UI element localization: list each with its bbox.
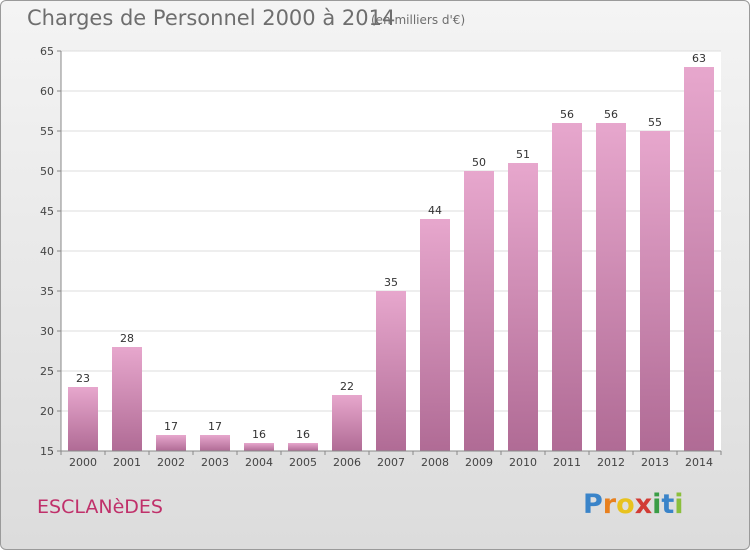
- x-tick-label: 2010: [509, 456, 537, 469]
- x-tick-label: 2007: [377, 456, 405, 469]
- logo-letter: i: [674, 489, 684, 520]
- bar-2000: [68, 387, 98, 451]
- logo-letter: t: [661, 489, 675, 520]
- data-label: 50: [472, 156, 486, 169]
- bar-2004: [244, 443, 274, 451]
- data-label: 56: [560, 108, 574, 121]
- logo-letter: x: [634, 489, 653, 520]
- logo-letter: r: [602, 489, 617, 520]
- chart-subtitle: (en milliers d'€): [371, 13, 466, 27]
- y-tick-label: 40: [40, 245, 54, 258]
- y-tick-label: 65: [40, 45, 54, 58]
- bar-2013: [640, 131, 670, 451]
- x-tick-label: 2013: [641, 456, 669, 469]
- x-tick-label: 2009: [465, 456, 493, 469]
- y-tick-label: 20: [40, 405, 54, 418]
- x-tick-label: 2000: [69, 456, 97, 469]
- bar-2002: [156, 435, 186, 451]
- x-tick-label: 2014: [685, 456, 713, 469]
- y-axis: 15 20 25 30 35 40 45 50 55 60 65: [40, 45, 62, 458]
- data-label: 51: [516, 148, 530, 161]
- x-axis: 2000 2001 2002 2003 2004 2005 2006 2007 2008 2009…: [60, 450, 722, 469]
- bar-2001: [112, 347, 142, 451]
- y-tick-label: 30: [40, 325, 54, 338]
- data-labels: 23 28 17 17 16 16 22 35 44 50 51 56 56 55 63: [76, 52, 706, 441]
- y-tick-label: 50: [40, 165, 54, 178]
- x-tick-label: 2003: [201, 456, 229, 469]
- data-label: 56: [604, 108, 618, 121]
- chart-title: Charges de Personnel 2000 à 2014: [27, 6, 396, 30]
- logo-letter: P: [583, 489, 603, 520]
- data-label: 17: [164, 420, 178, 433]
- data-label: 22: [340, 380, 354, 393]
- y-tick-label: 45: [40, 205, 54, 218]
- data-label: 55: [648, 116, 662, 129]
- logo-letter: o: [616, 489, 635, 520]
- bar-2005: [288, 443, 318, 451]
- bar-2006: [332, 395, 362, 451]
- y-tick-label: 35: [40, 285, 54, 298]
- data-label: 16: [252, 428, 266, 441]
- bar-2009: [464, 171, 494, 451]
- x-tick-label: 2004: [245, 456, 273, 469]
- bars: [68, 67, 714, 451]
- data-label: 63: [692, 52, 706, 65]
- bar-2007: [376, 291, 406, 451]
- bar-2011: [552, 123, 582, 451]
- x-tick-label: 2006: [333, 456, 361, 469]
- data-label: 16: [296, 428, 310, 441]
- proxiti-logo: Proxiti: [583, 489, 684, 520]
- x-tick-label: 2001: [113, 456, 141, 469]
- bar-2010: [508, 163, 538, 451]
- logo-letter: i: [652, 489, 662, 520]
- bar-2008: [420, 219, 450, 451]
- y-tick-label: 15: [40, 445, 54, 458]
- bar-2012: [596, 123, 626, 451]
- bar-2003: [200, 435, 230, 451]
- x-tick-label: 2011: [553, 456, 581, 469]
- place-name: ESCLANèDES: [37, 496, 163, 518]
- y-tick-label: 25: [40, 365, 54, 378]
- y-tick-label: 60: [40, 85, 54, 98]
- data-label: 17: [208, 420, 222, 433]
- bar-2014: [684, 67, 714, 451]
- x-tick-label: 2012: [597, 456, 625, 469]
- data-label: 28: [120, 332, 134, 345]
- x-tick-label: 2005: [289, 456, 317, 469]
- data-label: 44: [428, 204, 442, 217]
- x-tick-label: 2008: [421, 456, 449, 469]
- y-tick-label: 55: [40, 125, 54, 138]
- x-tick-label: 2002: [157, 456, 185, 469]
- data-label: 35: [384, 276, 398, 289]
- data-label: 23: [76, 372, 90, 385]
